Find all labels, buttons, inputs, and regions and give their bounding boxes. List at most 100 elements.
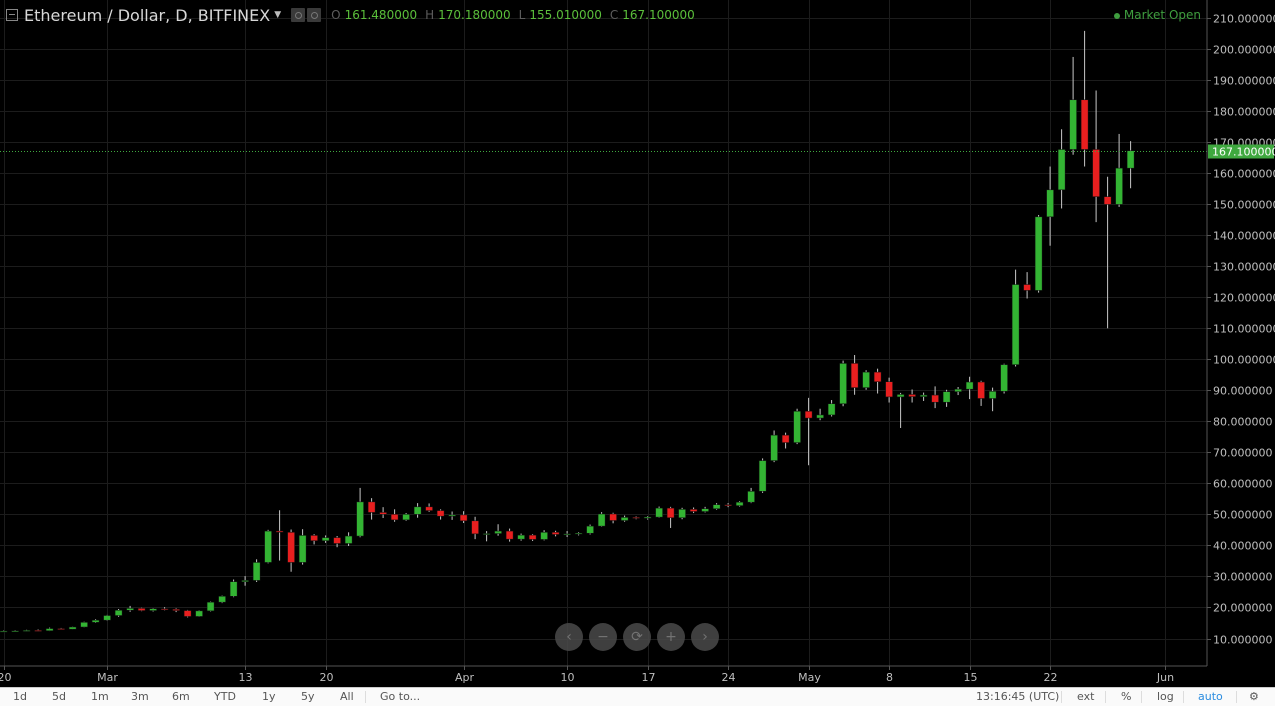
open-value: 161.480000 xyxy=(344,8,418,22)
y-tick-label: 180.000000 xyxy=(1213,106,1275,119)
candle xyxy=(850,355,859,395)
y-tick-label: 30.000000 xyxy=(1213,571,1273,584)
symbol-title[interactable]: Ethereum / Dollar, D, BITFINEX xyxy=(24,5,271,25)
candle-body xyxy=(1115,167,1123,205)
candle-body xyxy=(57,628,65,630)
candle-body xyxy=(1103,196,1112,205)
range-1m[interactable]: 1m xyxy=(91,690,109,703)
candle xyxy=(505,528,514,542)
range-ytd[interactable]: YTD xyxy=(214,690,236,703)
candle xyxy=(91,619,100,623)
percent-toggle[interactable]: % xyxy=(1121,690,1132,703)
range-all[interactable]: All xyxy=(340,690,354,703)
candle xyxy=(528,534,537,542)
candle-body xyxy=(1057,149,1066,191)
candle xyxy=(551,530,560,537)
x-tick-label: 20 xyxy=(320,671,334,684)
candle xyxy=(402,513,410,521)
candle-body xyxy=(80,622,88,628)
candle xyxy=(908,389,916,403)
candle-body xyxy=(505,530,514,540)
price-axis[interactable]: 10.000000 20.000000 30.000000 40.000000 50.0… xyxy=(1207,13,1275,647)
candle-body xyxy=(494,530,502,534)
candle-body xyxy=(195,610,203,617)
y-tick-label: 10.000000 xyxy=(1213,634,1273,647)
gear-icon[interactable]: ⚙ xyxy=(1249,690,1259,703)
separator xyxy=(365,691,366,703)
range-3m[interactable]: 3m xyxy=(131,690,149,703)
candle-body xyxy=(620,517,629,521)
x-tick-label: 13 xyxy=(239,671,253,684)
candle-body xyxy=(482,533,491,535)
candle xyxy=(448,511,456,520)
candle xyxy=(229,579,238,598)
candle xyxy=(988,387,997,412)
y-tick-label: 90.000000 xyxy=(1213,385,1273,398)
symbol-dropdown-icon[interactable]: ▼ xyxy=(274,10,282,20)
candle xyxy=(195,610,203,617)
range-1d[interactable]: 1d xyxy=(13,690,27,703)
candle-body xyxy=(356,501,364,537)
eye-icon[interactable] xyxy=(307,8,322,22)
range-5d[interactable]: 5d xyxy=(52,690,66,703)
x-tick-label: 10 xyxy=(561,671,575,684)
collapse-icon[interactable] xyxy=(6,9,18,21)
range-6m[interactable]: 6m xyxy=(172,690,190,703)
candle xyxy=(126,605,134,612)
candle xyxy=(321,535,330,543)
candle-body xyxy=(712,504,721,509)
candle-body xyxy=(310,535,318,541)
candle-body xyxy=(517,534,525,540)
y-tick-label: 50.000000 xyxy=(1213,509,1273,522)
y-tick-label: 70.000000 xyxy=(1213,447,1273,460)
candle-body xyxy=(1023,284,1031,291)
candle xyxy=(758,458,767,493)
candle xyxy=(1115,133,1123,207)
candle xyxy=(1126,141,1135,189)
candle xyxy=(241,576,249,586)
time-axis[interactable]: 20 Mar 13 20 Apr 10 17 24 May 8 15 22 Jun xyxy=(0,666,1174,684)
zoom-out-button[interactable]: − xyxy=(589,623,617,651)
candle-body xyxy=(540,532,548,540)
candle xyxy=(1046,166,1054,246)
y-tick-label: 150.000000 xyxy=(1213,199,1275,212)
clock-label[interactable]: 13:16:45 (UTC) xyxy=(976,690,1060,703)
candle xyxy=(643,516,652,520)
candle xyxy=(919,392,928,401)
scroll-right-button[interactable]: › xyxy=(691,623,719,651)
range-5y[interactable]: 5y xyxy=(301,690,315,703)
candle-body xyxy=(1080,99,1089,150)
candle xyxy=(367,498,376,520)
candle-body xyxy=(45,628,54,631)
separator xyxy=(1141,691,1142,703)
x-tick-label: 24 xyxy=(722,671,736,684)
y-tick-label: 100.000000 xyxy=(1213,354,1275,367)
candle-body xyxy=(137,608,146,611)
settings-icon[interactable] xyxy=(291,8,306,22)
candlestick-chart[interactable]: 10.000000 20.000000 30.000000 40.000000 50.0… xyxy=(0,0,1275,687)
candle xyxy=(1057,129,1066,209)
ext-toggle[interactable]: ext xyxy=(1077,690,1095,703)
range-1y[interactable]: 1y xyxy=(262,690,276,703)
candle xyxy=(793,408,801,445)
candle-body xyxy=(183,610,192,617)
zoom-in-button[interactable]: + xyxy=(657,623,685,651)
auto-toggle[interactable]: auto xyxy=(1198,690,1223,703)
y-tick-label: 40.000000 xyxy=(1213,540,1273,553)
candle-body xyxy=(839,363,847,405)
reset-button[interactable]: ⟳ xyxy=(623,623,651,651)
candle xyxy=(68,626,77,630)
goto-button[interactable]: Go to... xyxy=(380,690,421,703)
candle-body xyxy=(252,562,261,581)
candle-body xyxy=(218,596,226,603)
scroll-left-button[interactable]: ‹ xyxy=(555,623,583,651)
candle xyxy=(701,506,709,513)
candle-body xyxy=(367,501,376,513)
candle-body xyxy=(172,609,180,611)
candle xyxy=(666,506,675,528)
candle-body xyxy=(804,410,813,419)
candle-body xyxy=(735,501,744,506)
candle xyxy=(655,506,663,518)
log-toggle[interactable]: log xyxy=(1157,690,1174,703)
x-tick-label: 8 xyxy=(886,671,893,684)
